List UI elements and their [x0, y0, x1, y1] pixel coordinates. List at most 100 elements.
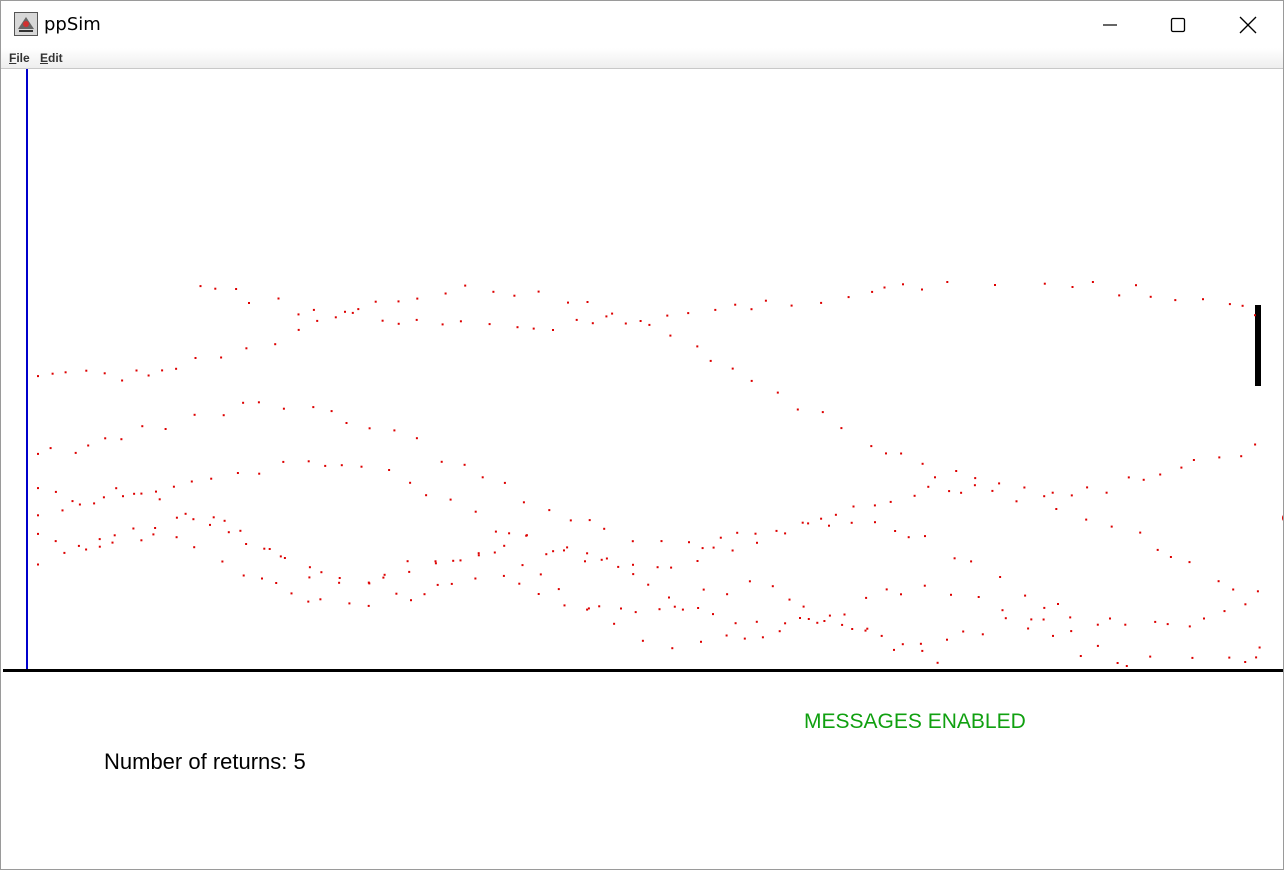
particle-dot [658, 608, 661, 611]
particle-dot [953, 557, 956, 560]
particle-dot [103, 372, 106, 375]
particle-dot [669, 334, 672, 337]
particle-dot [345, 422, 348, 424]
particle-dot [761, 636, 764, 639]
minimize-button[interactable] [1075, 1, 1145, 48]
particle-dot [843, 613, 846, 616]
particle-dot [532, 327, 535, 330]
particle-dot [750, 308, 753, 311]
particle-dot [85, 548, 88, 551]
particle-dot [1110, 525, 1113, 528]
title-bar[interactable]: ppSim [1, 1, 1283, 48]
particle-dot [673, 605, 676, 608]
particle-dot [900, 452, 903, 455]
particle-dot [927, 485, 930, 488]
particle-dot [459, 320, 462, 323]
particle-dot [63, 551, 66, 554]
particle-dot [51, 372, 54, 375]
particle-dot [393, 429, 396, 432]
particle-dot [74, 451, 77, 454]
particle-dot [696, 345, 699, 348]
maximize-button[interactable] [1143, 1, 1213, 48]
particle-dot [666, 314, 669, 317]
particle-dot [397, 322, 400, 325]
particle-dot [133, 492, 136, 495]
particle-dot [725, 634, 728, 637]
particle-dot [736, 531, 739, 534]
maximize-icon [1170, 17, 1186, 32]
particle-dot [1191, 656, 1194, 659]
particle-dot [214, 287, 217, 290]
particle-dot [1174, 299, 1177, 302]
particle-dot [734, 622, 737, 625]
particle-dot [921, 462, 924, 465]
particle-dot [111, 541, 114, 544]
particle-dot [775, 529, 778, 532]
particle-dot [1024, 594, 1027, 597]
particle-dot [1192, 459, 1195, 461]
particle-dot [199, 285, 202, 288]
particle-dot [1232, 588, 1235, 591]
particle-dot [1015, 500, 1018, 503]
simulation-canvas[interactable] [3, 69, 1283, 669]
particle-dot [115, 487, 118, 490]
particle-dot [639, 320, 642, 322]
particle-dot [312, 406, 315, 409]
particle-dot [1116, 662, 1119, 664]
particle-dot [660, 540, 663, 543]
particle-dot [1004, 617, 1007, 620]
particle-dot [1180, 466, 1183, 469]
particle-dot [450, 582, 453, 585]
particle-dot [102, 496, 105, 499]
particle-dot [324, 464, 327, 467]
particle-dot [37, 375, 39, 378]
particle-dot [977, 596, 980, 598]
particle-dot [508, 532, 511, 535]
particle-dot [1091, 281, 1094, 283]
particle-dot [807, 618, 810, 620]
particle-dot [820, 517, 823, 520]
particle-dot [37, 563, 39, 566]
particle-dot [1169, 556, 1172, 558]
particle-dot [382, 576, 385, 579]
particle-dot [132, 527, 135, 530]
java-app-icon [14, 12, 38, 36]
particle-dot [408, 570, 411, 573]
particle-dot [161, 369, 164, 372]
particle-dot [948, 490, 951, 493]
particle-dot [37, 452, 39, 455]
particle-dot [164, 428, 167, 430]
particle-dot [140, 492, 143, 495]
particle-dot [620, 607, 622, 610]
particle-dot [192, 518, 195, 521]
particle-dot [193, 546, 196, 549]
particle-dot [474, 510, 477, 513]
particle-dot [605, 315, 608, 318]
particle-dot [239, 529, 242, 532]
close-button[interactable] [1213, 1, 1283, 48]
particle-dot [566, 546, 569, 549]
particle-dot [1135, 284, 1137, 287]
particle-dot [190, 480, 193, 483]
particle-dot [307, 460, 310, 463]
particle-dot [923, 584, 926, 587]
particle-dot [1051, 491, 1054, 494]
particle-dot [488, 323, 491, 326]
status-panel: MESSAGES ENABLED Number of returns: 5 [3, 672, 1283, 869]
particle-dot [78, 503, 81, 506]
particle-dot [98, 538, 101, 541]
particle-dot [1042, 618, 1045, 621]
particle-dot [64, 371, 67, 374]
menu-edit-mnemonic: E [40, 51, 49, 65]
particle-dot [712, 613, 714, 616]
particle-dot [584, 560, 586, 563]
particle-dot [557, 588, 560, 591]
menu-file[interactable]: File [9, 51, 30, 65]
particle-dot [889, 500, 892, 503]
particle-dot [901, 643, 904, 646]
menu-edit[interactable]: Edit [40, 51, 63, 65]
particle-dot [913, 494, 916, 497]
particle-dot [338, 581, 341, 584]
particle-dot [1069, 616, 1072, 619]
